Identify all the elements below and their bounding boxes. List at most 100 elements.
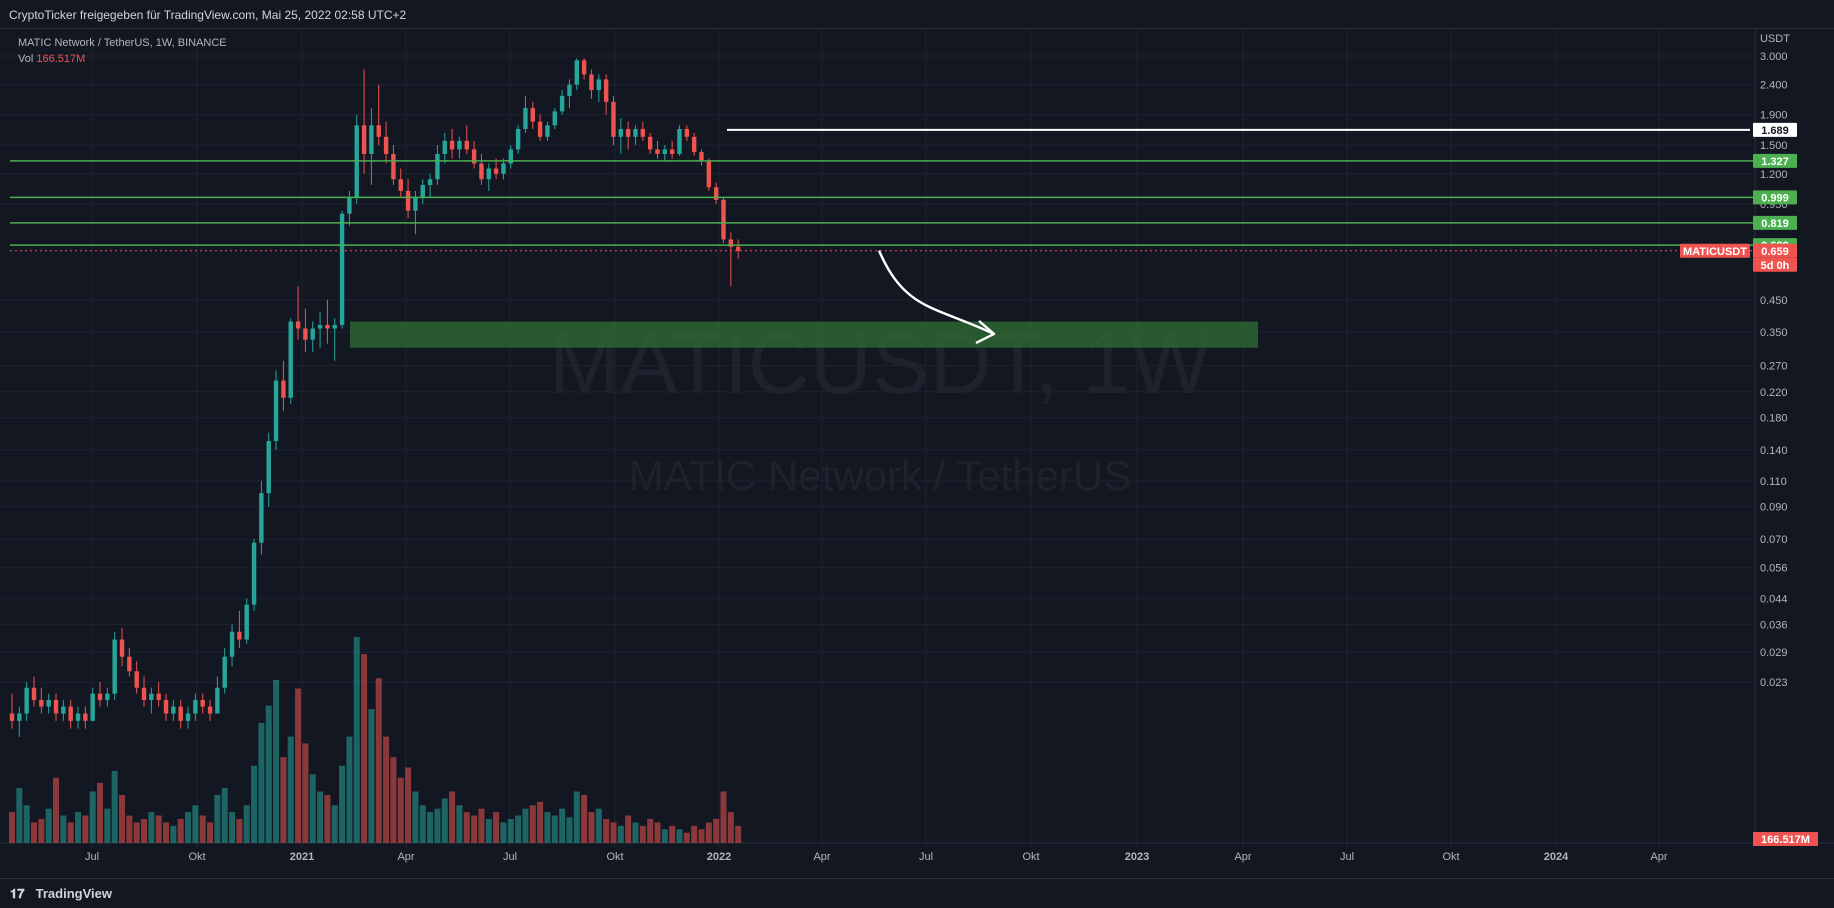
volume-bar xyxy=(581,794,588,843)
price-chart[interactable]: MATICUSDT, 1W MATIC Network / TetherUS U… xyxy=(0,28,1834,878)
current-price-badge-text: 0.659 xyxy=(1761,246,1789,258)
time-tick-label: Jul xyxy=(919,851,933,863)
volume-bar xyxy=(405,767,412,843)
candle-body xyxy=(288,321,293,398)
volume-bar xyxy=(559,808,566,843)
candle-body xyxy=(251,542,257,605)
candle-body xyxy=(713,187,719,200)
price-tick-label: 0.270 xyxy=(1760,360,1788,372)
candle-body xyxy=(259,493,264,543)
volume-bar xyxy=(713,818,720,843)
volume-bar xyxy=(324,794,331,843)
volume-bar xyxy=(647,818,654,843)
candle-body xyxy=(215,687,220,714)
volume-bar xyxy=(705,822,712,843)
price-tick-label: 0.350 xyxy=(1760,327,1788,339)
price-axis-unit: USDT xyxy=(1760,33,1790,45)
volume-bar xyxy=(544,812,551,843)
candle-body xyxy=(493,168,499,174)
candle-body xyxy=(640,128,646,137)
candle-body xyxy=(589,74,594,91)
candle-body xyxy=(691,136,697,153)
candle-body xyxy=(105,693,110,700)
candle-body xyxy=(537,121,543,137)
volume-bar xyxy=(463,812,470,843)
volume-bar xyxy=(456,805,463,843)
volume-bar xyxy=(177,818,184,843)
share-header: CryptoTicker freigegeben für TradingView… xyxy=(0,0,1834,29)
grid-lines xyxy=(0,28,1834,848)
level-badge-bg xyxy=(1753,215,1797,230)
volume-bar xyxy=(309,774,316,843)
candle-body xyxy=(545,125,550,137)
tradingview-logo-icon: 𝟏𝟕 xyxy=(10,886,25,901)
volume-bar xyxy=(45,808,52,843)
candle-body xyxy=(90,693,95,721)
time-tick-label: Okt xyxy=(606,851,623,863)
volume-bar xyxy=(390,757,397,843)
candle-body xyxy=(273,380,279,442)
candle-body xyxy=(332,324,337,329)
countdown-badge-text: 5d 0h xyxy=(1761,260,1790,272)
price-tick-label: 0.090 xyxy=(1760,502,1788,514)
candle-body xyxy=(156,693,161,700)
volume-bar xyxy=(97,782,104,843)
candle-body xyxy=(149,693,154,700)
volume-bar xyxy=(221,788,228,843)
time-tick-label: Okt xyxy=(188,851,205,863)
time-tick-label: Apr xyxy=(1234,851,1251,863)
candle-body xyxy=(193,699,198,714)
candle-body xyxy=(75,713,81,721)
candles xyxy=(9,58,741,737)
price-axis[interactable]: USDT 3.0002.4001.9001.5001.2000.9500.450… xyxy=(1760,33,1790,689)
time-tick-label: 2021 xyxy=(290,851,314,863)
volume-bar xyxy=(126,815,133,843)
volume-legend: Vol 166.517M xyxy=(18,51,227,67)
tradingview-logo[interactable]: 𝟏𝟕 TradingView xyxy=(10,886,112,902)
candle-body xyxy=(706,160,712,188)
volume-bar xyxy=(67,822,74,843)
candle-body xyxy=(442,140,447,154)
candle-body xyxy=(53,699,59,714)
level-badge-bg xyxy=(1753,122,1797,137)
candle-body xyxy=(501,163,506,174)
candle-body xyxy=(684,128,690,137)
projection-arrow xyxy=(877,250,996,345)
volume-bar xyxy=(346,736,353,843)
candle-body xyxy=(677,128,682,154)
candle-body xyxy=(735,246,741,251)
candle-body xyxy=(303,328,308,340)
candle-body xyxy=(222,656,227,688)
volume-bar xyxy=(60,815,67,843)
price-tick-label: 0.220 xyxy=(1760,387,1788,399)
volume-bar xyxy=(434,808,441,843)
candle-body xyxy=(515,128,521,150)
support-zone xyxy=(350,321,1258,348)
candle-body xyxy=(435,153,440,180)
candle-body xyxy=(611,101,616,137)
candle-body xyxy=(317,324,323,329)
candle-body xyxy=(134,671,139,688)
support-zone-rect xyxy=(350,321,1258,348)
volume-bar xyxy=(427,812,434,843)
candle-body xyxy=(625,128,631,137)
horizontal-levels[interactable] xyxy=(10,128,1755,252)
volume-bar xyxy=(16,788,23,843)
volume-bar xyxy=(75,812,82,843)
volume-bar xyxy=(141,818,148,843)
candle-body xyxy=(530,108,535,122)
candle-body xyxy=(581,60,587,75)
volume-bar xyxy=(339,765,346,843)
volume-bar xyxy=(82,815,89,843)
time-tick-label: 2023 xyxy=(1125,851,1149,863)
current-price-badge-bg xyxy=(1753,243,1797,258)
volume-bar xyxy=(170,825,177,843)
volume-bar xyxy=(412,791,419,843)
volume-bar xyxy=(441,798,448,843)
candle-body xyxy=(523,108,528,129)
candle-body xyxy=(185,713,191,721)
price-tick-label: 0.023 xyxy=(1760,677,1788,689)
volume-bar xyxy=(38,818,45,843)
time-axis[interactable]: Jul Okt 2021 Apr Jul Okt 2022 Apr Jul Okt 2023 Apr J… xyxy=(85,851,1668,863)
level-badge-text: 1.689 xyxy=(1761,125,1789,137)
